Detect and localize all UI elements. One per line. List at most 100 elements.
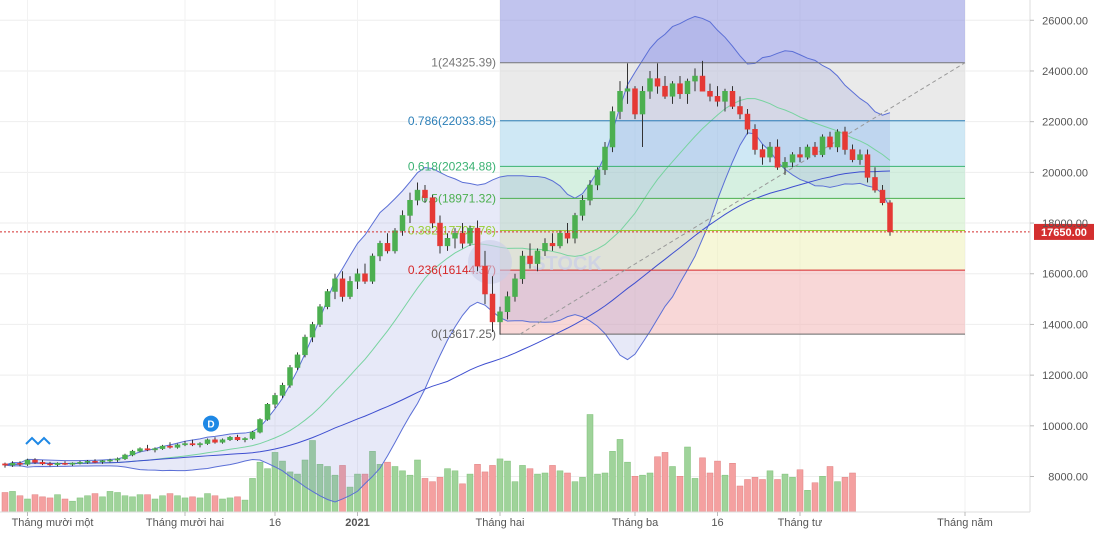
volume-bar bbox=[99, 496, 106, 512]
last-price-line: 17650.00 bbox=[0, 223, 1094, 240]
candle-body bbox=[399, 215, 406, 231]
volume-bar bbox=[369, 451, 376, 512]
volume-bar bbox=[579, 477, 586, 512]
volume-bar bbox=[399, 470, 406, 512]
candle-body bbox=[707, 90, 713, 97]
candle-body bbox=[564, 232, 571, 239]
volume-bar bbox=[564, 472, 571, 512]
candle-body bbox=[287, 367, 293, 386]
candle-body bbox=[797, 154, 803, 158]
volume-bar bbox=[616, 439, 624, 512]
candle-body bbox=[122, 454, 128, 460]
candle-body bbox=[249, 431, 256, 439]
volume-bar bbox=[751, 477, 759, 512]
volume-bar bbox=[661, 452, 669, 512]
volume-bar bbox=[639, 474, 646, 512]
watermark-logo-icon bbox=[468, 240, 512, 284]
fibonacci-zones bbox=[500, 0, 965, 335]
volume-bar bbox=[414, 459, 421, 512]
volume-bar bbox=[601, 472, 609, 512]
candle-body bbox=[654, 78, 661, 87]
volume-bar bbox=[849, 472, 856, 512]
y-tick-label: 12000.00 bbox=[1042, 370, 1088, 382]
x-tick-label: 16 bbox=[711, 517, 723, 529]
candle-body bbox=[294, 354, 301, 368]
candle-body bbox=[377, 243, 383, 257]
candle-body bbox=[557, 232, 563, 247]
x-tick-label: Tháng hai bbox=[476, 517, 525, 529]
volume-bar bbox=[474, 464, 481, 512]
volume-bar bbox=[631, 476, 639, 512]
fib-label: 0(13617.25) bbox=[431, 327, 496, 341]
candle-body bbox=[752, 129, 758, 150]
signal-icon bbox=[25, 436, 51, 446]
candle-body bbox=[669, 83, 676, 97]
volume-bar bbox=[594, 473, 601, 512]
candle-body bbox=[24, 459, 31, 465]
candle-body bbox=[234, 436, 241, 441]
candle-body bbox=[677, 83, 683, 95]
candle-body bbox=[782, 161, 788, 168]
candle-body bbox=[872, 177, 878, 191]
candle-body bbox=[317, 306, 323, 325]
volume-bar bbox=[211, 495, 219, 512]
volume-bar bbox=[346, 486, 354, 512]
volume-bar bbox=[451, 470, 459, 512]
candle-body bbox=[474, 227, 481, 267]
volume-bar bbox=[421, 478, 429, 512]
candle-body bbox=[152, 448, 158, 451]
volume-bar bbox=[219, 498, 226, 512]
y-tick-label: 20000.00 bbox=[1042, 167, 1088, 179]
candle-body bbox=[699, 75, 706, 92]
volume-bar bbox=[91, 493, 99, 512]
x-tick-label: Tháng mười hai bbox=[146, 517, 224, 529]
candle-body bbox=[54, 463, 61, 465]
volume-bar bbox=[781, 473, 789, 512]
candle-body bbox=[737, 106, 743, 115]
volume-bar bbox=[234, 496, 241, 512]
candle-body bbox=[542, 243, 548, 252]
x-tick-label: 2021 bbox=[345, 517, 369, 529]
candle-body bbox=[842, 131, 848, 150]
volume-bar bbox=[526, 468, 534, 512]
candle-body bbox=[444, 238, 451, 247]
volume-bar bbox=[789, 477, 796, 512]
volume-bar bbox=[9, 491, 16, 512]
candles[interactable] bbox=[2, 60, 893, 468]
volume-bar bbox=[466, 473, 474, 512]
candle-body bbox=[437, 222, 443, 247]
volume-bar bbox=[256, 461, 264, 512]
candle-body bbox=[339, 278, 346, 297]
volume-bar bbox=[541, 472, 549, 512]
volume-bar bbox=[624, 461, 631, 512]
candle-body bbox=[887, 202, 893, 233]
candle-body bbox=[512, 278, 518, 297]
candle-body bbox=[204, 439, 211, 444]
last-price-label: 17650.00 bbox=[1041, 227, 1087, 239]
volume-bars bbox=[1, 414, 856, 512]
volume-bar bbox=[489, 465, 496, 512]
candle-body bbox=[579, 199, 586, 216]
candle-body bbox=[527, 255, 533, 264]
volume-bar bbox=[189, 496, 196, 512]
volume-bar bbox=[376, 464, 384, 512]
volume-bar bbox=[759, 479, 766, 512]
volume-bar bbox=[144, 494, 151, 512]
watermark-text: FSTOCK bbox=[520, 253, 602, 275]
candle-body bbox=[324, 291, 331, 307]
candle-body bbox=[864, 154, 871, 178]
candle-body bbox=[429, 197, 436, 224]
candle-body bbox=[549, 243, 556, 247]
candle-body bbox=[459, 232, 466, 244]
candle-body bbox=[827, 136, 833, 148]
event-marker[interactable]: D bbox=[25, 415, 219, 446]
volume-bar bbox=[511, 481, 519, 512]
bollinger-fill bbox=[5, 16, 890, 502]
candle-body bbox=[84, 461, 91, 463]
volume-bar bbox=[721, 474, 729, 512]
volume-bar bbox=[1, 492, 9, 512]
volume-bar bbox=[181, 497, 189, 512]
volume-bar bbox=[699, 457, 706, 512]
volume-bar bbox=[151, 498, 159, 512]
